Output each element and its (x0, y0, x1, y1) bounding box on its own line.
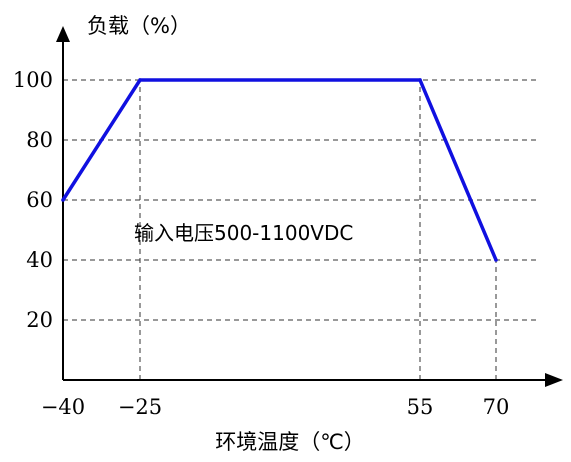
data-point-1 (138, 78, 142, 82)
y-tick-label-60: 60 (26, 188, 53, 212)
data-point-2 (418, 78, 422, 82)
y-tick-label-40: 40 (26, 248, 53, 272)
series-line-0 (61, 78, 498, 261)
y-axis-title: 负载（%） (87, 14, 191, 38)
x-tick-label-3: 70 (483, 395, 510, 419)
x-tick-label-2: 55 (407, 395, 434, 419)
y-tick-label-100: 100 (13, 68, 53, 92)
y-axis-arrow-icon (56, 26, 70, 42)
axes-layer (56, 26, 563, 387)
x-axis-title: 环境温度（℃） (215, 430, 365, 454)
labels-layer: 负载（%） 环境温度（℃） 输入电压500-1100VDC 20 40 60 80 10… (13, 14, 509, 454)
data-point-3 (494, 258, 498, 262)
data-point-0 (61, 198, 65, 202)
series-layer (61, 78, 498, 262)
x-tick-label-1: −25 (118, 395, 162, 419)
y-tick-label-80: 80 (26, 128, 53, 152)
x-axis-arrow-icon (545, 373, 563, 387)
y-tick-label-20: 20 (26, 308, 53, 332)
x-tick-label-0: −40 (41, 395, 85, 419)
input-voltage-annotation: 输入电压500-1100VDC (134, 221, 353, 245)
